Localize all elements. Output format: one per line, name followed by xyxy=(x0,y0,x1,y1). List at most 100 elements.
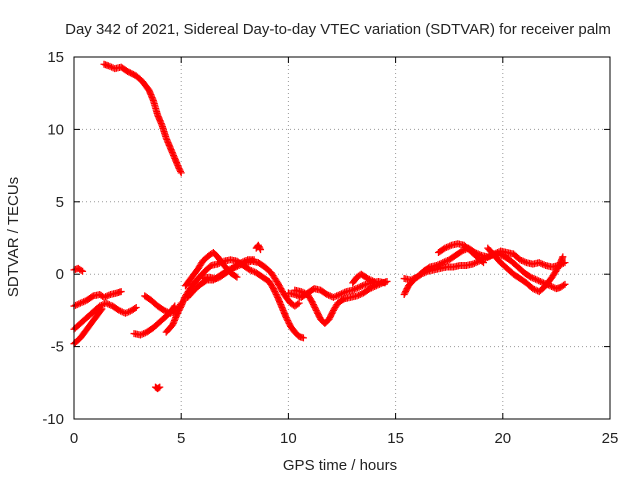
data-point xyxy=(247,267,255,275)
data-point xyxy=(548,283,556,291)
data-point xyxy=(469,260,477,268)
data-point xyxy=(140,330,148,338)
data-point xyxy=(519,257,527,265)
data-point xyxy=(356,290,364,298)
x-tick-label: 15 xyxy=(387,430,404,447)
data-point xyxy=(249,267,257,275)
data-point xyxy=(540,261,548,269)
data-point xyxy=(331,293,339,301)
x-tick-label: 5 xyxy=(177,430,185,447)
chart-title: Day 342 of 2021, Sidereal Day-to-day VTE… xyxy=(65,21,611,38)
data-point xyxy=(350,285,358,293)
y-tick-label: 15 xyxy=(47,49,64,66)
data-point xyxy=(482,254,490,262)
data-point xyxy=(115,306,123,314)
data-point xyxy=(530,275,538,283)
data-point xyxy=(299,334,307,342)
data-point xyxy=(360,281,368,289)
data-point xyxy=(444,243,452,251)
data-point xyxy=(102,299,110,307)
data-point xyxy=(100,293,108,301)
series-arc-20 xyxy=(151,383,164,393)
y-tick-label: 10 xyxy=(47,121,64,138)
data-point xyxy=(442,257,450,265)
data-point xyxy=(536,277,544,285)
series-arc-4 xyxy=(70,299,140,333)
data-point xyxy=(246,266,254,274)
data-point xyxy=(358,282,366,290)
series-arc-18 xyxy=(434,240,488,267)
data-point xyxy=(381,279,389,287)
axis-ticks: 0 5 10 15 20 25 -10 -5 0 5 10 15 xyxy=(42,49,618,447)
data-point xyxy=(105,291,113,299)
data-point xyxy=(242,256,250,264)
data-point xyxy=(421,269,429,277)
data-point xyxy=(325,291,333,299)
data-point xyxy=(105,301,113,309)
data-point xyxy=(121,309,129,317)
y-tick-label: 0 xyxy=(56,266,64,283)
data-point xyxy=(352,285,360,293)
data-point xyxy=(349,286,357,294)
series-arc-15 xyxy=(349,270,378,287)
data-point xyxy=(117,288,125,296)
x-axis-label: GPS time / hours xyxy=(283,457,397,474)
data-point xyxy=(496,251,504,259)
data-point xyxy=(538,260,546,268)
data-point xyxy=(98,305,106,313)
data-point xyxy=(329,293,337,301)
data-point xyxy=(336,290,344,298)
data-point xyxy=(560,281,568,289)
data-point xyxy=(458,247,466,255)
grid xyxy=(74,57,610,419)
data-point xyxy=(521,258,529,266)
data-point xyxy=(233,273,241,281)
series-arc-3 xyxy=(70,288,125,310)
y-axis-label: SDTVAR / TECUs xyxy=(5,177,22,297)
data-point xyxy=(123,309,131,317)
data-point xyxy=(228,264,236,272)
data-point xyxy=(237,259,245,267)
data-point xyxy=(470,259,478,267)
data-point xyxy=(240,257,248,265)
data-point xyxy=(419,269,427,277)
data-point xyxy=(131,304,139,312)
data-point xyxy=(530,285,538,293)
data-point xyxy=(117,307,125,315)
data-point xyxy=(156,383,164,391)
data-point xyxy=(78,298,86,306)
data-point xyxy=(239,258,247,266)
data-point xyxy=(483,254,491,262)
y-tick-label: -5 xyxy=(51,339,64,356)
data-point xyxy=(369,277,377,285)
data-point xyxy=(256,244,264,252)
data-point xyxy=(106,62,114,70)
data-point xyxy=(104,300,112,308)
data-point xyxy=(538,278,546,286)
data-point xyxy=(529,285,537,293)
series-arc-19 xyxy=(484,244,567,296)
data-points xyxy=(70,60,569,393)
plot-frame xyxy=(73,56,611,420)
data-point xyxy=(326,292,334,300)
data-point xyxy=(527,273,535,281)
data-point xyxy=(99,301,107,309)
data-point xyxy=(528,274,536,282)
data-point xyxy=(549,283,557,291)
data-point xyxy=(292,291,300,299)
data-point xyxy=(73,301,81,309)
data-point xyxy=(97,306,105,314)
data-point xyxy=(295,299,303,307)
data-point xyxy=(72,301,80,309)
data-point xyxy=(75,300,83,308)
data-point xyxy=(365,275,373,283)
data-point xyxy=(417,270,425,278)
data-point xyxy=(535,259,543,267)
data-point xyxy=(559,253,567,261)
data-point xyxy=(341,288,349,296)
data-point xyxy=(176,167,184,175)
x-tick-label: 20 xyxy=(494,430,511,447)
data-point xyxy=(166,309,174,317)
data-point xyxy=(226,265,234,273)
